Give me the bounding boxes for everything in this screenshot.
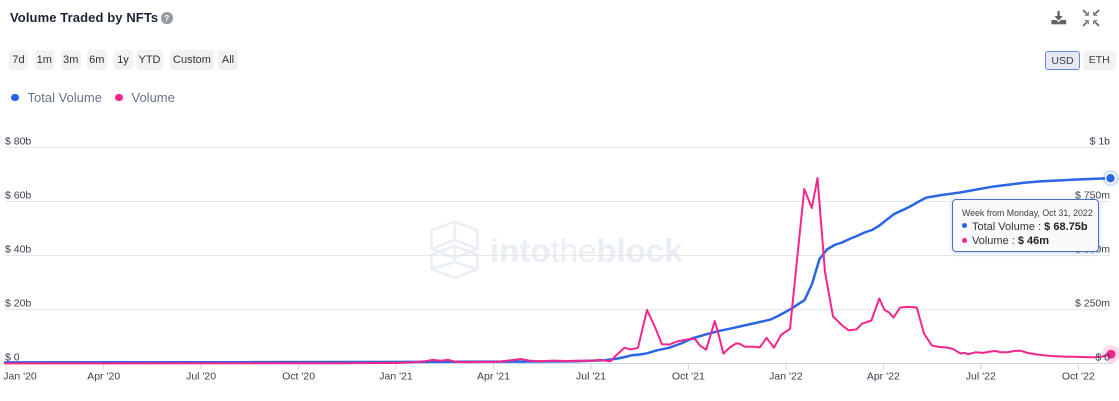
svg-text:$ 250m: $ 250m — [1075, 298, 1110, 310]
svg-text:Oct '21: Oct '21 — [672, 371, 705, 383]
svg-text:$ 40b: $ 40b — [5, 244, 31, 256]
svg-text:Jan '20: Jan '20 — [3, 371, 37, 383]
svg-text:Jul '21: Jul '21 — [576, 371, 606, 383]
svg-text:intotheblock: intotheblock — [490, 232, 683, 269]
svg-text:$ 750m: $ 750m — [1075, 190, 1110, 202]
svg-text:Jan '21: Jan '21 — [379, 371, 413, 383]
svg-text:$ 20b: $ 20b — [5, 298, 31, 310]
svg-text:$ 0: $ 0 — [1095, 352, 1110, 364]
svg-text:Apr '22: Apr '22 — [867, 371, 900, 383]
svg-text:$ 1b: $ 1b — [1090, 136, 1111, 148]
svg-text:Oct '22: Oct '22 — [1062, 371, 1095, 383]
svg-text:Apr '20: Apr '20 — [87, 371, 120, 383]
svg-text:Jul '20: Jul '20 — [186, 371, 216, 383]
svg-text:Jan '22: Jan '22 — [769, 371, 803, 383]
svg-text:Apr '21: Apr '21 — [477, 371, 510, 383]
svg-text:Jul '22: Jul '22 — [966, 371, 996, 383]
svg-text:Oct '20: Oct '20 — [282, 371, 315, 383]
svg-text:$ 60b: $ 60b — [5, 190, 31, 202]
svg-text:$ 0: $ 0 — [5, 352, 20, 364]
svg-text:$ 80b: $ 80b — [5, 136, 31, 148]
